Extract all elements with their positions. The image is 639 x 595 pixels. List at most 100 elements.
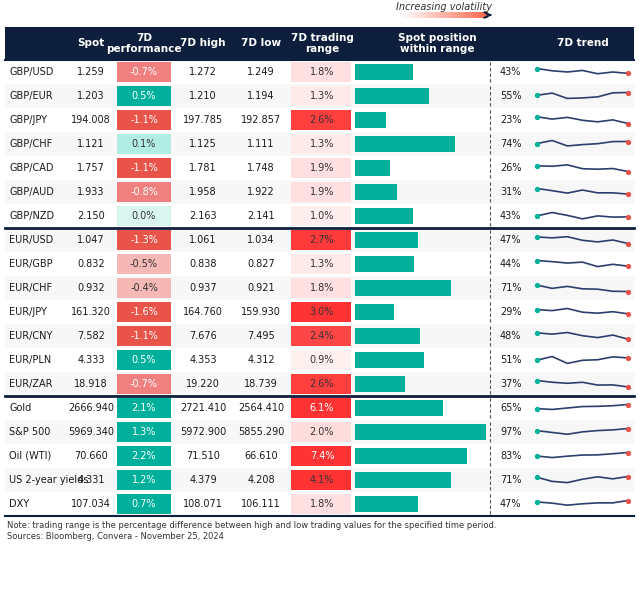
Bar [5,444,634,468]
Text: 7D high: 7D high [180,39,226,49]
Bar [456,12,459,18]
Text: 1.8%: 1.8% [310,283,334,293]
Bar [291,230,351,250]
Bar [445,12,449,18]
Text: 1.203: 1.203 [77,91,105,101]
Text: 7.676: 7.676 [189,331,217,341]
Text: 0.832: 0.832 [77,259,105,269]
Text: 18.918: 18.918 [74,379,108,389]
Bar [424,12,427,18]
Bar [413,12,416,18]
Text: 19.220: 19.220 [186,379,220,389]
Bar [291,374,351,394]
Bar [454,12,457,18]
Text: 23%: 23% [500,115,521,125]
Text: 1.757: 1.757 [77,163,105,173]
Bar [422,12,424,18]
Text: -0.8%: -0.8% [130,187,158,197]
Text: EUR/JPY: EUR/JPY [9,307,47,317]
Bar [355,160,390,176]
Text: 108.071: 108.071 [183,499,223,509]
Text: 194.008: 194.008 [71,115,111,125]
Bar [117,62,171,82]
Bar [5,84,634,108]
Bar [117,326,171,346]
Bar [428,12,431,18]
Text: 1.210: 1.210 [189,91,217,101]
Text: 44%: 44% [500,259,521,269]
Bar [442,12,444,18]
Bar [459,12,461,18]
Bar [450,12,452,18]
Bar [5,60,634,84]
Bar [117,374,171,394]
Text: 1.8%: 1.8% [310,499,334,509]
Text: 47%: 47% [500,499,521,509]
Text: 4.379: 4.379 [189,475,217,485]
Bar [117,134,171,154]
Text: 3.0%: 3.0% [310,307,334,317]
Text: 5855.290: 5855.290 [238,427,284,437]
Text: Gold: Gold [9,403,31,413]
Bar [5,228,634,252]
Text: 107.034: 107.034 [71,499,111,509]
Bar [355,352,424,368]
Bar [291,206,351,226]
Bar [117,86,171,106]
Text: 97%: 97% [500,427,521,437]
Bar [291,446,351,466]
Bar [479,12,481,18]
Text: 2.2%: 2.2% [132,451,157,461]
Text: 2721.410: 2721.410 [180,403,226,413]
Text: 192.857: 192.857 [241,115,281,125]
Bar [117,230,171,250]
Bar [470,12,472,18]
Bar [117,278,171,298]
Bar [5,204,634,228]
Bar [355,328,420,344]
Bar [117,350,171,370]
Text: EUR/ZAR: EUR/ZAR [9,379,52,389]
Text: Sources: Bloomberg, Convera - November 25, 2024: Sources: Bloomberg, Convera - November 2… [7,532,224,541]
Bar [437,12,440,18]
Text: 4.312: 4.312 [247,355,275,365]
Bar [291,86,351,106]
Bar [5,300,634,324]
Bar [355,280,451,296]
Text: 0.5%: 0.5% [132,355,157,365]
Text: EUR/CHF: EUR/CHF [9,283,52,293]
Bar [291,398,351,418]
Bar [117,254,171,274]
Text: 2.163: 2.163 [189,211,217,221]
Bar [355,472,451,488]
Bar [291,182,351,202]
Bar [291,278,351,298]
Text: 1.748: 1.748 [247,163,275,173]
Bar [420,12,422,18]
Text: 7.582: 7.582 [77,331,105,341]
Text: 1.272: 1.272 [189,67,217,77]
Bar [355,304,394,320]
Text: 4.353: 4.353 [189,355,217,365]
Text: 2564.410: 2564.410 [238,403,284,413]
Bar [5,324,634,348]
Text: 5969.340: 5969.340 [68,427,114,437]
Bar [355,376,405,392]
Text: 4.1%: 4.1% [310,475,334,485]
Bar [291,470,351,490]
Bar [355,256,415,272]
Text: 161.320: 161.320 [71,307,111,317]
Bar [355,136,455,152]
Text: 1.9%: 1.9% [310,163,334,173]
Text: DXY: DXY [9,499,29,509]
Text: -1.1%: -1.1% [130,115,158,125]
Text: 0.0%: 0.0% [132,211,156,221]
Bar [5,372,634,396]
Text: GBP/CHF: GBP/CHF [9,139,52,149]
Text: -1.1%: -1.1% [130,163,158,173]
Bar [465,12,468,18]
Bar [291,110,351,130]
Bar [5,348,634,372]
Text: 37%: 37% [500,379,521,389]
Text: 7D trading
range: 7D trading range [291,33,353,54]
